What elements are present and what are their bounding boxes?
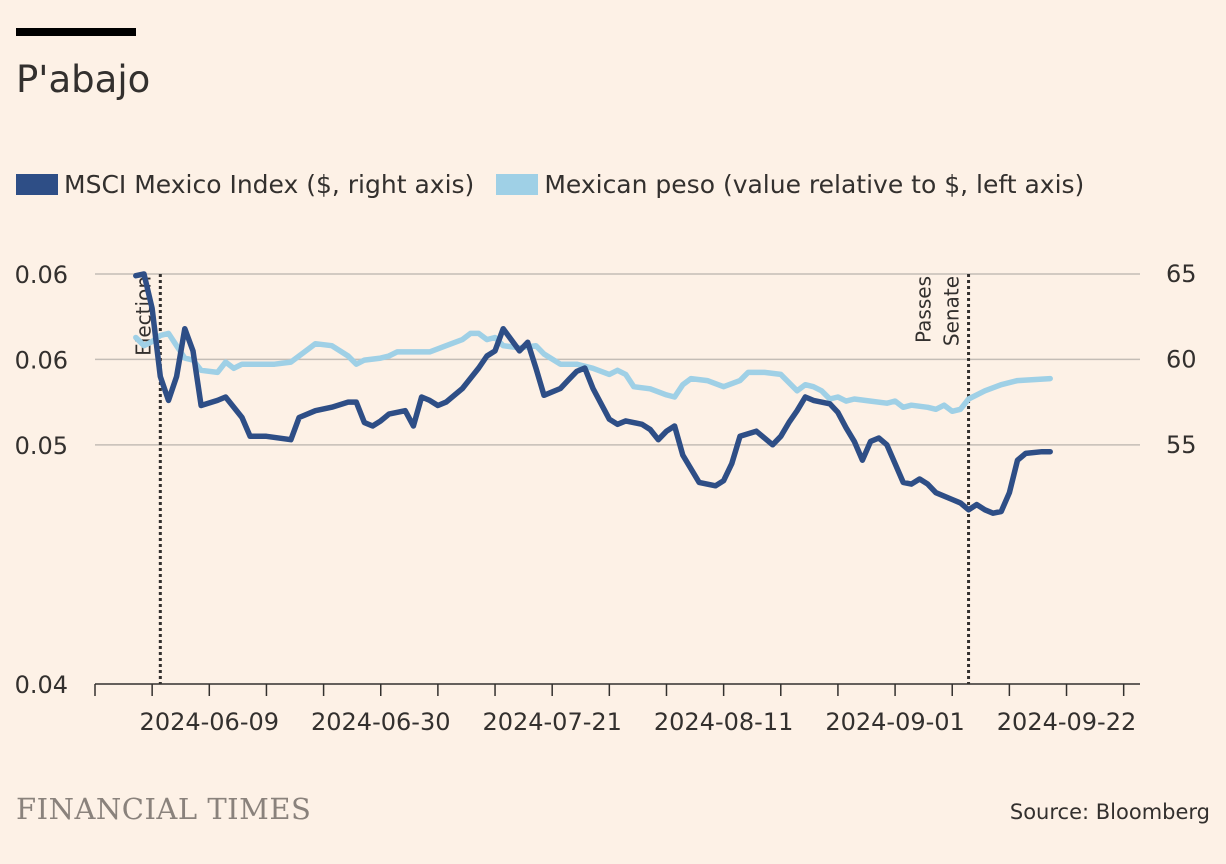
- line-chart: 65 60 55 0.06 0.06 0.05 0.04 2024-06-09 2024-06-…: [15, 260, 1197, 736]
- left-tick-label: 0.06: [15, 346, 68, 374]
- left-tick-label: 0.05: [15, 432, 68, 460]
- x-tick-label: 2024-08-11: [654, 708, 793, 736]
- series-line-msci: [133, 271, 1053, 516]
- legend-item-msci: MSCI Mexico Index ($, right axis): [16, 170, 474, 199]
- right-tick-label: 55: [1166, 431, 1197, 459]
- x-tick-label: 2024-07-21: [482, 708, 621, 736]
- brand-topbar: [16, 28, 136, 36]
- annotation-label: Senate: [940, 276, 964, 346]
- x-tick-label: 2024-09-22: [997, 708, 1136, 736]
- legend-swatch-msci: [16, 174, 58, 195]
- right-tick-label: 65: [1166, 260, 1197, 288]
- legend-label-msci: MSCI Mexico Index ($, right axis): [64, 170, 475, 199]
- ft-logo: FINANCIAL TIMES: [16, 792, 312, 826]
- x-tick-label: 2024-09-01: [825, 708, 964, 736]
- x-tick-label: 2024-06-30: [311, 708, 450, 736]
- right-tick-label: 60: [1166, 345, 1197, 373]
- legend-label-peso: Mexican peso (value relative to $, left …: [544, 170, 1085, 199]
- legend-item-peso: Mexican peso (value relative to $, left …: [496, 170, 1084, 199]
- left-tick-label: 0.06: [15, 261, 68, 289]
- series-line-peso: [133, 330, 1053, 415]
- chart-legend: MSCI Mexico Index ($, right axis) Mexica…: [16, 170, 1106, 199]
- chart-title: P'abajo: [16, 58, 151, 101]
- x-tick-label: 2024-06-09: [140, 708, 279, 736]
- annotation-label: Passes: [912, 276, 936, 343]
- legend-swatch-peso: [496, 174, 539, 195]
- source-note: Source: Bloomberg: [1009, 800, 1210, 824]
- left-tick-label: 0.04: [15, 671, 68, 699]
